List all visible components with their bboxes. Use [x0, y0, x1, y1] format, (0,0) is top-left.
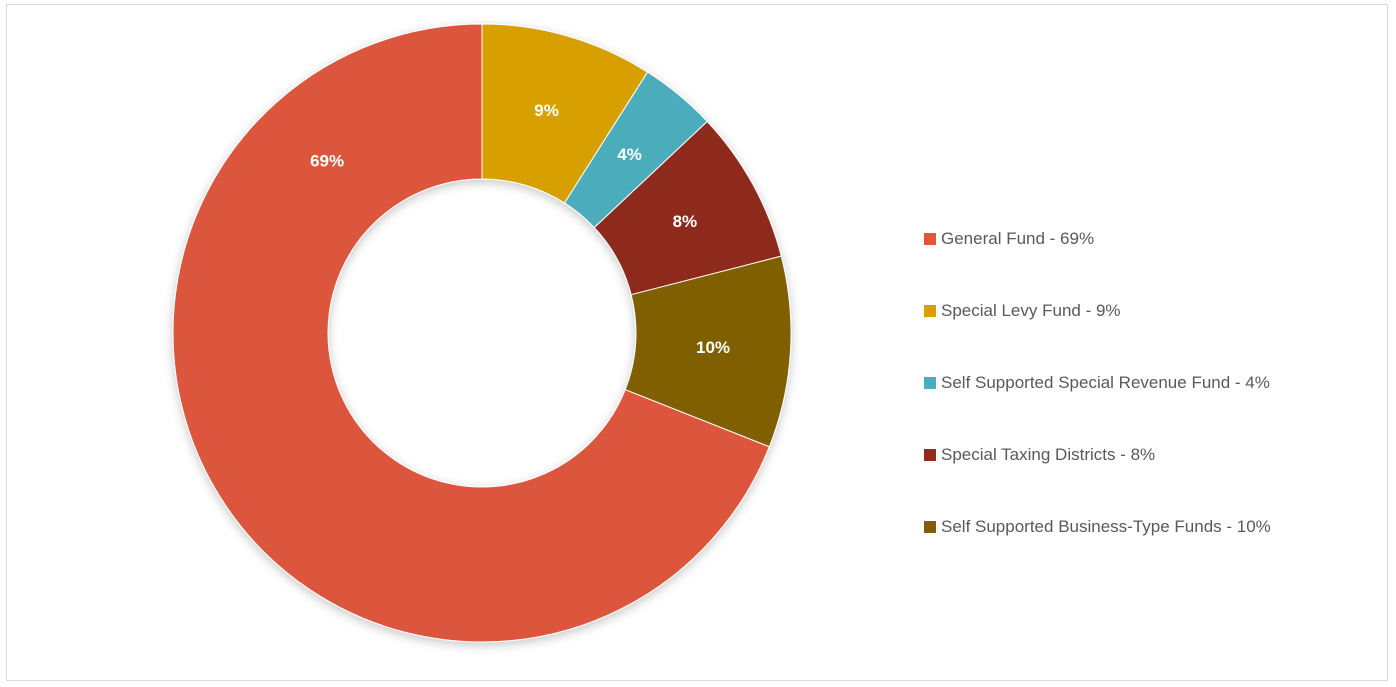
legend-swatch — [924, 233, 936, 245]
legend-label: Special Taxing Districts - 8% — [941, 445, 1156, 464]
legend-swatch — [924, 305, 936, 317]
legend: General Fund - 69% Special Levy Fund - 9%… — [924, 203, 1384, 563]
legend-label: Special Levy Fund - 9% — [941, 301, 1121, 320]
data-label-special-taxing-districts: 8% — [673, 212, 698, 231]
slices-group — [172, 23, 792, 643]
legend-label: General Fund - 69% — [941, 229, 1095, 248]
legend-swatch — [924, 449, 936, 461]
legend-label: Self Supported Special Revenue Fund - 4% — [941, 373, 1270, 392]
legend-item-special-taxing-districts: Special Taxing Districts - 8% — [924, 419, 1384, 491]
legend-label: Self Supported Business-Type Funds - 10% — [941, 517, 1271, 536]
data-label-self-supported-business-type-funds: 10% — [696, 338, 730, 357]
data-label-special-levy-fund: 9% — [534, 101, 559, 120]
data-label-general-fund: 69% — [310, 151, 344, 170]
legend-swatch — [924, 521, 936, 533]
legend-item-self-supported-business-type-funds: Self Supported Business-Type Funds - 10% — [924, 491, 1384, 563]
data-labels-group: 9% 4% 8% 10% 69% — [310, 101, 730, 357]
data-label-self-supported-special-revenue-fund: 4% — [617, 145, 642, 164]
legend-swatch — [924, 377, 936, 389]
legend-item-general-fund: General Fund - 69% — [924, 203, 1384, 275]
legend-item-special-levy-fund: Special Levy Fund - 9% — [924, 275, 1384, 347]
slice-general-fund — [172, 23, 770, 643]
legend-item-self-supported-special-revenue-fund: Self Supported Special Revenue Fund - 4% — [924, 347, 1384, 419]
